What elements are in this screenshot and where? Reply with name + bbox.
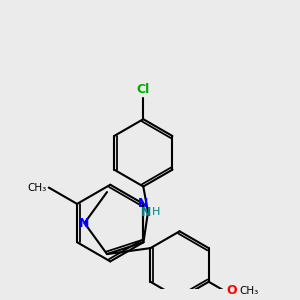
Text: O: O: [226, 284, 237, 297]
Text: N: N: [140, 206, 151, 219]
Text: CH₃: CH₃: [27, 182, 46, 193]
Text: Cl: Cl: [137, 83, 150, 96]
Text: CH₃: CH₃: [239, 286, 258, 296]
Text: N: N: [79, 217, 90, 230]
Text: N: N: [138, 197, 149, 210]
Text: H: H: [152, 207, 160, 217]
